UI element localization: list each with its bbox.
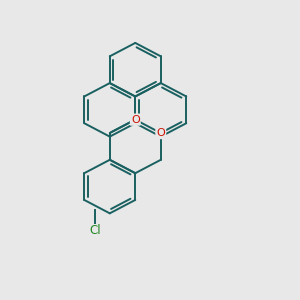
Text: O: O: [156, 128, 165, 138]
Text: Cl: Cl: [89, 224, 101, 238]
Text: O: O: [131, 115, 140, 124]
